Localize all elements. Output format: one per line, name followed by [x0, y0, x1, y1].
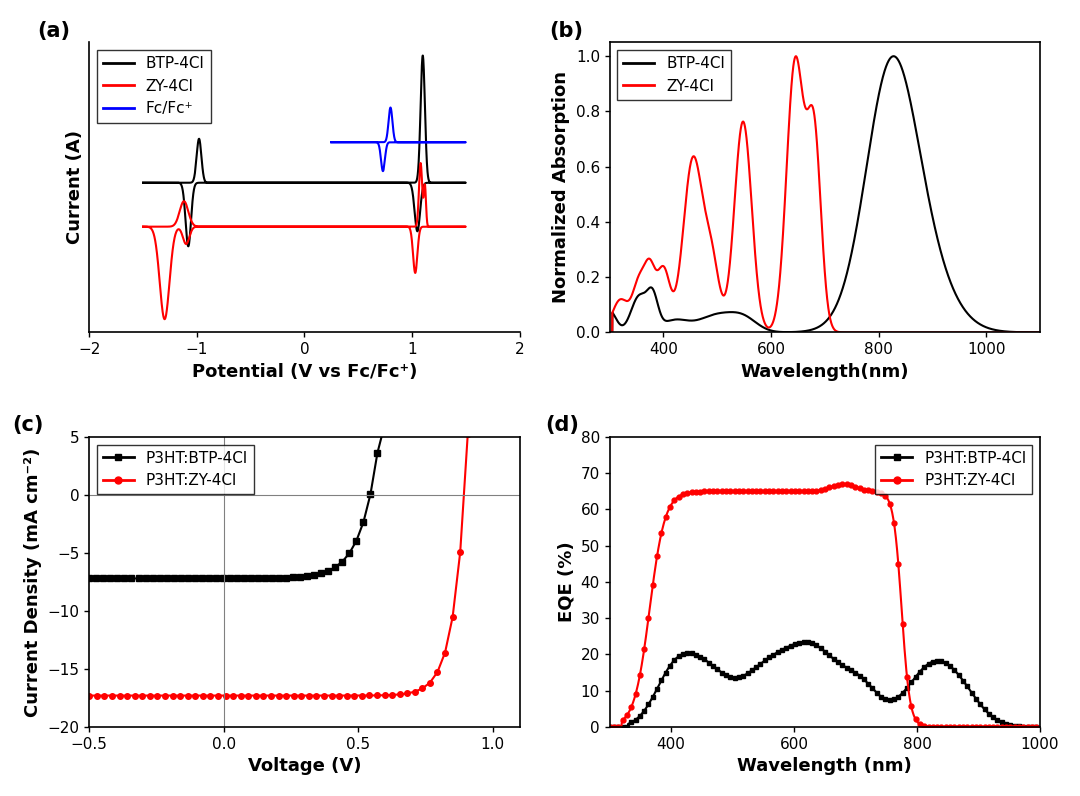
Y-axis label: Current (A): Current (A) — [66, 131, 84, 244]
Text: (d): (d) — [545, 416, 579, 435]
Legend: BTP-4Cl, ZY-4Cl: BTP-4Cl, ZY-4Cl — [618, 50, 731, 100]
Text: (c): (c) — [12, 416, 43, 435]
Text: (b): (b) — [550, 21, 583, 41]
Text: (a): (a) — [38, 21, 70, 41]
X-axis label: Voltage (V): Voltage (V) — [247, 757, 361, 775]
Legend: P3HT:BTP-4Cl, P3HT:ZY-4Cl: P3HT:BTP-4Cl, P3HT:ZY-4Cl — [875, 445, 1032, 494]
X-axis label: Potential (V vs Fc/Fc⁺): Potential (V vs Fc/Fc⁺) — [192, 363, 417, 380]
Y-axis label: Current Density (mA cm⁻²): Current Density (mA cm⁻²) — [24, 447, 42, 716]
Y-axis label: Normalized Absorption: Normalized Absorption — [552, 72, 570, 303]
X-axis label: Wavelength (nm): Wavelength (nm) — [738, 757, 913, 775]
Legend: P3HT:BTP-4Cl, P3HT:ZY-4Cl: P3HT:BTP-4Cl, P3HT:ZY-4Cl — [97, 445, 254, 494]
Y-axis label: EQE (%): EQE (%) — [557, 541, 575, 622]
X-axis label: Wavelength(nm): Wavelength(nm) — [741, 363, 909, 380]
Legend: BTP-4Cl, ZY-4Cl, Fc/Fc⁺: BTP-4Cl, ZY-4Cl, Fc/Fc⁺ — [97, 50, 211, 123]
